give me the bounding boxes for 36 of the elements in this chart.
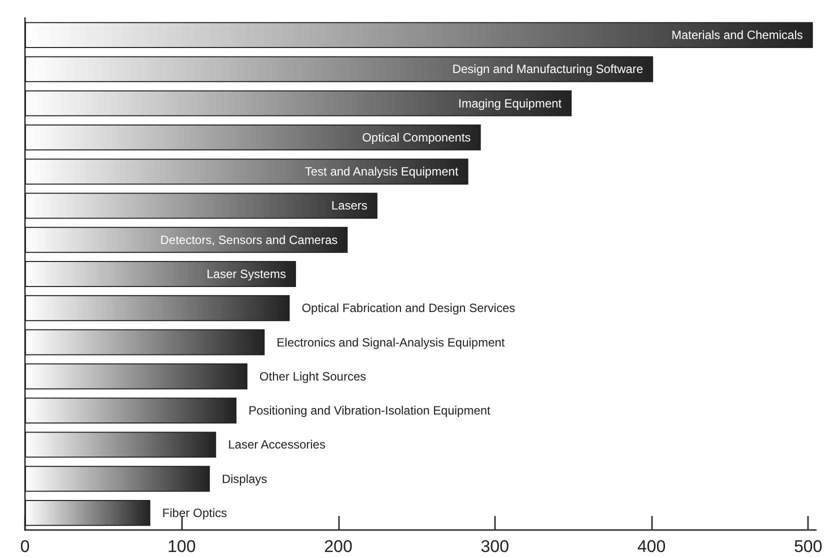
y-tick-label: Laser Accessories <box>228 438 326 452</box>
bar <box>25 295 290 322</box>
bar <box>25 432 216 458</box>
y-tick-label: Displays <box>222 472 268 486</box>
y-tick-label: Fiber Optics <box>162 506 227 520</box>
bar <box>25 90 572 116</box>
bar <box>25 192 378 219</box>
y-tick-label: Test and Analysis Equipment <box>304 164 459 179</box>
x-tick-label: 300 <box>480 537 510 556</box>
bar <box>25 329 265 356</box>
bar <box>25 226 348 253</box>
y-tick-label: Laser Systems <box>206 267 286 281</box>
bar <box>25 56 654 82</box>
x-tick-label: 100 <box>167 537 196 556</box>
y-tick-label: Other Light Sources <box>259 369 366 384</box>
y-tick-label: Design and Manufacturing Software <box>452 62 644 76</box>
y-tick-label: Positioning and Vibration-Isolation Equipment <box>248 404 492 418</box>
bar <box>25 261 296 287</box>
bar <box>25 22 813 48</box>
y-tick-label: Electronics and Signal-Analysis Equipment <box>276 335 506 350</box>
y-tick-label: Optical Components <box>362 130 471 144</box>
x-tick-label: 200 <box>324 537 352 556</box>
y-tick-label: Optical Fabrication and Design Services <box>302 301 516 316</box>
bar <box>25 466 210 492</box>
bar <box>25 158 468 185</box>
x-tick-label: 400 <box>637 537 666 556</box>
bar <box>25 363 248 390</box>
y-tick-label: Lasers <box>331 198 368 213</box>
y-tick-label: Imaging Equipment <box>458 96 562 110</box>
bar <box>25 124 481 150</box>
bar <box>25 398 236 424</box>
y-tick-label: Materials and Chemicals <box>671 28 803 42</box>
bar <box>25 500 150 526</box>
y-tick-label: Detectors, Sensors and Cameras <box>160 232 338 247</box>
x-tick-label: 0 <box>20 537 30 556</box>
x-tick-label: 500 <box>794 537 822 556</box>
